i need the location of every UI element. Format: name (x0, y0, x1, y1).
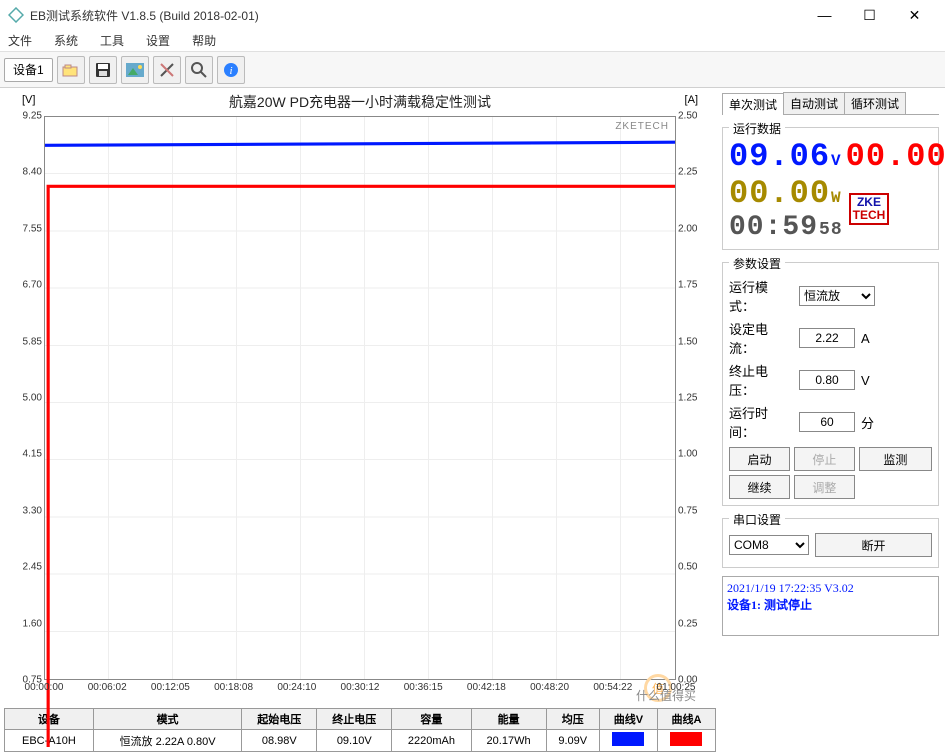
adjust-button[interactable]: 调整 (794, 475, 855, 499)
app-icon (8, 7, 24, 23)
disconnect-button[interactable]: 断开 (815, 533, 932, 557)
info-icon[interactable]: i (217, 56, 245, 84)
power-unit: W (831, 189, 842, 207)
serial-port-select[interactable]: COM8 (729, 535, 809, 555)
y-right-unit: [A] (685, 94, 698, 106)
minimize-button[interactable]: — (802, 0, 847, 30)
end-voltage-label: 终止电压： (729, 361, 793, 399)
toolbar: 设备1 i (0, 52, 945, 88)
log-panel: 2021/1/19 17:22:35 V3.02 设备1: 测试停止 (722, 576, 939, 636)
params-title: 参数设置 (729, 255, 785, 272)
set-current-unit: A (861, 331, 870, 346)
seconds-value: 58 (819, 220, 843, 240)
tools-icon[interactable] (153, 56, 181, 84)
mode-select[interactable]: 恒流放 (799, 286, 875, 306)
end-voltage-unit: V (861, 373, 870, 388)
tab-single[interactable]: 单次测试 (722, 93, 784, 115)
maximize-button[interactable]: ☐ (847, 0, 892, 30)
device-tab[interactable]: 设备1 (4, 58, 53, 82)
menu-settings[interactable]: 设置 (142, 30, 174, 51)
zke-logo: ZKETECH (849, 193, 890, 225)
chart-plot: ZKETECH (44, 116, 676, 680)
stop-button[interactable]: 停止 (794, 447, 855, 471)
chart-title: 航嘉20W PD充电器一小时满载稳定性测试 (4, 92, 716, 112)
current-color-swatch (670, 732, 702, 746)
set-current-label: 设定电流： (729, 319, 793, 357)
run-data-panel: 运行数据 09.06V 00.00A 00.00W 00:5958 ZKETEC… (722, 127, 939, 250)
menu-system[interactable]: 系统 (50, 30, 82, 51)
chart: 航嘉20W PD充电器一小时满载稳定性测试 [V] [A] ZKETECH 什么… (4, 92, 716, 708)
menu-file[interactable]: 文件 (4, 30, 36, 51)
tab-auto[interactable]: 自动测试 (783, 92, 845, 114)
log-line-2: 设备1: 测试停止 (727, 596, 934, 613)
menubar: 文件 系统 工具 设置 帮助 (0, 30, 945, 52)
run-time-unit: 分 (861, 413, 874, 432)
image-icon[interactable] (121, 56, 149, 84)
tab-loop[interactable]: 循环测试 (844, 92, 906, 114)
right-tabs: 单次测试 自动测试 循环测试 (722, 92, 939, 115)
search-icon[interactable] (185, 56, 213, 84)
y-left-unit: [V] (22, 94, 35, 106)
serial-panel: 串口设置 COM8 断开 (722, 518, 939, 568)
run-data-title: 运行数据 (729, 120, 785, 137)
close-button[interactable]: ✕ (892, 0, 937, 30)
voltage-line (45, 142, 675, 145)
log-line-1: 2021/1/19 17:22:35 V3.02 (727, 581, 934, 596)
time-value: 00:59 (729, 212, 818, 243)
window-title: EB测试系统软件 V1.8.5 (Build 2018-02-01) (30, 7, 802, 24)
set-current-input[interactable] (799, 328, 855, 348)
open-icon[interactable] (57, 56, 85, 84)
mode-label: 运行模式： (729, 277, 793, 315)
continue-button[interactable]: 继续 (729, 475, 790, 499)
run-time-label: 运行时间： (729, 403, 793, 441)
menu-tools[interactable]: 工具 (96, 30, 128, 51)
save-icon[interactable] (89, 56, 117, 84)
end-voltage-input[interactable] (799, 370, 855, 390)
current-value: 00.00 (846, 138, 945, 175)
monitor-button[interactable]: 监测 (859, 447, 932, 471)
params-panel: 参数设置 运行模式：恒流放 设定电流：A 终止电压：V 运行时间：分 启动 停止… (722, 262, 939, 506)
power-value: 00.00 (729, 175, 830, 212)
voltage-unit: V (831, 152, 842, 170)
start-button[interactable]: 启动 (729, 447, 790, 471)
voltage-value: 09.06 (729, 138, 830, 175)
svg-text:i: i (229, 65, 232, 77)
menu-help[interactable]: 帮助 (188, 30, 220, 51)
serial-title: 串口设置 (729, 511, 785, 528)
current-line (48, 186, 675, 747)
run-time-input[interactable] (799, 412, 855, 432)
